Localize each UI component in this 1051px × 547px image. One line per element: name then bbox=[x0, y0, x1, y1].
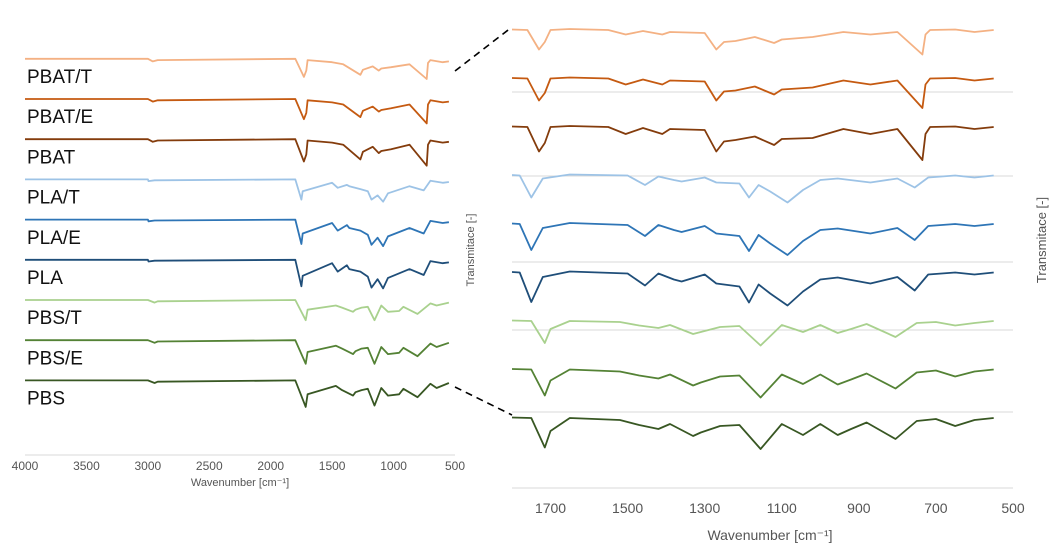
zoomed-spectrum-x-ticks: 1700 1500 1300 1100 900 700 500 bbox=[535, 500, 1025, 516]
zoomed-spectrum-x-tick-1700: 1700 bbox=[535, 500, 566, 516]
series-label-pbs: PBS bbox=[27, 389, 65, 410]
series-label-pbat: PBAT bbox=[27, 147, 76, 168]
zoomed-spectrum-x-tick-1300: 1300 bbox=[689, 500, 720, 516]
zoomed-spectrum-trace-pbs-t bbox=[511, 319, 994, 347]
zoomed-spectrum-x-tick-1100: 1100 bbox=[767, 500, 797, 516]
zoomed-spectrum-y-axis-title: Transmitace [-] bbox=[1034, 197, 1049, 283]
zoomed-spectrum-gridlines bbox=[512, 91, 1013, 489]
full-spectrum-x-tick-3500: 3500 bbox=[73, 459, 100, 473]
full-spectrum-trace-pbat-t bbox=[25, 57, 450, 80]
full-spectrum-trace-pbat-e bbox=[25, 98, 450, 125]
series-label-pbs-e: PBS/E bbox=[27, 348, 83, 369]
full-spectrum-x-tick-1500: 1500 bbox=[319, 459, 346, 473]
zoomed-spectrum-x-tick-1500: 1500 bbox=[612, 500, 643, 516]
full-spectrum-traces bbox=[25, 57, 450, 408]
full-spectrum-trace-pbat bbox=[25, 138, 450, 167]
series-label-pbs-t: PBS/T bbox=[27, 308, 82, 329]
zoomed-spectrum-x-tick-700: 700 bbox=[924, 500, 948, 516]
zoomed-spectrum-x-tick-900: 900 bbox=[847, 500, 871, 516]
zoomed-spectrum-trace-pla-e bbox=[511, 222, 994, 256]
full-spectrum-x-tick-4000: 4000 bbox=[12, 459, 39, 473]
zoom-connector-top bbox=[454, 26, 513, 72]
zoomed-spectrum-x-tick-500: 500 bbox=[1001, 500, 1025, 516]
zoom-connector-bottom bbox=[454, 386, 513, 416]
full-spectrum-trace-pla bbox=[25, 258, 450, 290]
zoomed-spectrum-panel: 1700 1500 1300 1100 900 700 500 Wavenumber [cm… bbox=[511, 28, 1049, 543]
full-spectrum-x-tick-3000: 3000 bbox=[135, 459, 162, 473]
full-spectrum-trace-pbs bbox=[25, 379, 450, 408]
series-label-pbat-e: PBAT/E bbox=[27, 107, 93, 128]
full-spectrum-trace-pbs-t bbox=[25, 299, 450, 322]
zoomed-spectrum-trace-pla bbox=[511, 270, 994, 307]
full-spectrum-trace-pbs-e bbox=[25, 339, 450, 365]
full-spectrum-trace-pla-t bbox=[25, 178, 450, 203]
full-spectrum-panel: PBAT/T PBAT/E PBAT PLA/T PLA/E PLA PBS/T PBS/E P… bbox=[12, 57, 477, 489]
series-labels: PBAT/T PBAT/E PBAT PLA/T PLA/E PLA PBS/T PBS/E P… bbox=[27, 67, 93, 410]
zoomed-spectrum-trace-pbat bbox=[511, 125, 994, 161]
zoomed-spectrum-x-axis-title: Wavenumber [cm⁻¹] bbox=[707, 527, 832, 543]
full-spectrum-x-tick-500: 500 bbox=[445, 459, 465, 473]
zoomed-spectrum-trace-pbat-e bbox=[511, 76, 994, 109]
full-spectrum-x-ticks: 4000 3500 3000 2500 2000 1500 1000 500 bbox=[12, 459, 466, 473]
full-spectrum-x-tick-1000: 1000 bbox=[380, 459, 407, 473]
zoomed-spectrum-trace-pbat-t bbox=[511, 28, 994, 56]
full-spectrum-trace-pla-e bbox=[25, 218, 450, 248]
series-label-pla-e: PLA/E bbox=[27, 228, 81, 249]
full-spectrum-x-axis-title: Wavenumber [cm⁻¹] bbox=[191, 477, 289, 489]
zoomed-spectrum-trace-pbs bbox=[511, 416, 994, 450]
zoomed-spectrum-trace-pbs-e bbox=[511, 368, 994, 399]
series-label-pbat-t: PBAT/T bbox=[27, 67, 92, 88]
full-spectrum-y-axis-title: Transmitace [-] bbox=[465, 214, 477, 287]
full-spectrum-x-tick-2500: 2500 bbox=[196, 459, 223, 473]
zoomed-spectrum-trace-pla-t bbox=[511, 173, 994, 204]
series-label-pla: PLA bbox=[27, 268, 63, 289]
zoomed-spectrum-traces bbox=[511, 28, 994, 450]
zoom-connector-lines bbox=[454, 26, 513, 416]
series-label-pla-t: PLA/T bbox=[27, 188, 80, 209]
full-spectrum-x-tick-2000: 2000 bbox=[257, 459, 284, 473]
